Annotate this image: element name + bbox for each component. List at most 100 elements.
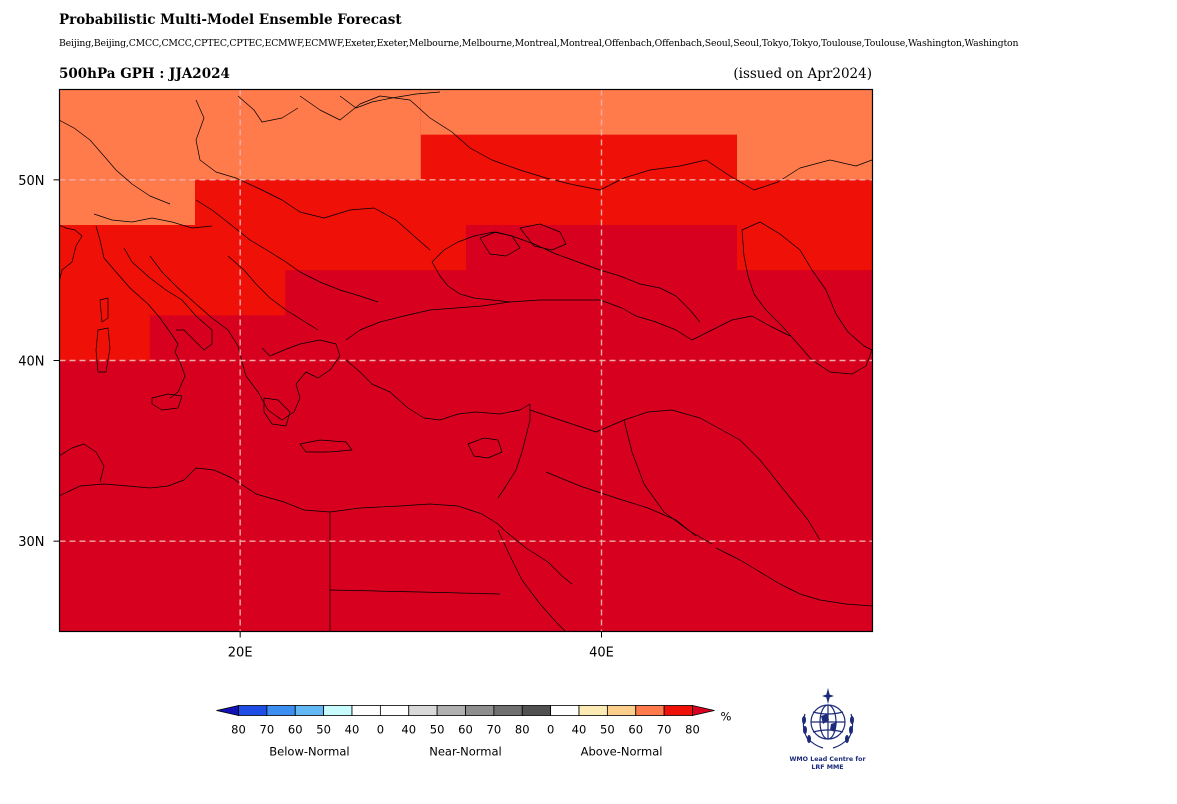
- colorbar-category-2: Above-Normal: [581, 745, 663, 759]
- colorbar-tick-label-9: 70: [487, 723, 502, 737]
- coast-greece: [245, 339, 341, 421]
- colorbar-segment-15: [663, 705, 693, 716]
- coast-caspian: [741, 221, 873, 375]
- colorbar: 80 70 60 50 40 0 40 50 60 70 80 0 40 50 60 70 80% Below-N…: [216, 704, 732, 759]
- tick-label-lat-50: 50N: [18, 174, 44, 189]
- colorbar-tick-label-12: 40: [572, 723, 587, 737]
- border-middle-east-2: [623, 419, 713, 545]
- coast-black-sea: [431, 231, 701, 323]
- colorbar-segment-10: [521, 705, 552, 716]
- contributing-centres: Beijing,Beijing,CMCC,CMCC,CPTEC,CPTEC,EC…: [59, 38, 1019, 49]
- coast-sicily: [151, 393, 183, 411]
- colorbar-segment-5: [379, 705, 410, 716]
- colorbar-segment-4: [351, 705, 381, 716]
- colorbar-tick-label-3: 50: [316, 723, 331, 737]
- border-egypt-sudan: [329, 589, 501, 595]
- probability-cell-9: [195, 89, 421, 180]
- colorbar-segment-6: [408, 705, 438, 716]
- coast-scandinavia: [339, 91, 441, 109]
- colorbar-tick-label-1: 70: [260, 723, 275, 737]
- colorbar-tick-label-11: 0: [547, 723, 554, 737]
- colorbar-tick-label-4: 40: [345, 723, 360, 737]
- border-iran: [739, 439, 821, 541]
- coast-red-sea: [497, 529, 566, 632]
- probability-cell-10: [420, 89, 737, 135]
- colorbar-tick-label-0: 80: [231, 723, 246, 737]
- coast-baltic: [237, 95, 299, 123]
- colorbar-category-1: Near-Normal: [429, 745, 501, 759]
- coast-europe-west: [59, 224, 83, 282]
- coast-tunisia: [59, 443, 105, 483]
- border-ne-europe: [299, 95, 873, 191]
- border-central-europe: [195, 99, 431, 251]
- colorbar-segment-14: [635, 705, 665, 716]
- colorbar-segment-13: [606, 705, 637, 716]
- coast-italy-west: [95, 225, 186, 399]
- axis-ticks: 20E 40E 30N 40N 50N: [18, 174, 614, 661]
- coast-adriatic-east: [149, 255, 247, 377]
- colorbar-segment-0: [238, 705, 268, 716]
- tick-label-lat-30: 30N: [18, 535, 44, 550]
- coast-sinai: [503, 529, 573, 585]
- coast-levant: [497, 404, 531, 499]
- wmo-lead-centre-label: WMO Lead Centre for LRF MME: [780, 756, 875, 772]
- colorbar-segment-12: [578, 705, 608, 716]
- colorbar-tick-label-2: 60: [288, 723, 303, 737]
- colorbar-tick-label-15: 70: [657, 723, 672, 737]
- colorbar-arrow-right: [692, 704, 715, 717]
- coast-peloponnese: [263, 397, 291, 427]
- probability-cell-1: [59, 225, 150, 361]
- coastlines-and-borders: [59, 91, 873, 632]
- coast-corsica: [99, 297, 109, 323]
- border-balkans-2: [227, 255, 319, 331]
- border-west-europe: [59, 119, 171, 205]
- colorbar-tick-label-7: 50: [430, 723, 445, 737]
- coast-cyprus: [467, 437, 503, 459]
- tick-label-lon-20: 20E: [228, 646, 253, 661]
- logo-text-line2: LRF MME: [811, 764, 844, 771]
- probability-cell-8: [59, 89, 195, 225]
- colorbar-tick-label-8: 60: [458, 723, 473, 737]
- wmo-emblem-icon: [802, 688, 854, 749]
- tick-label-lat-40: 40N: [18, 355, 44, 370]
- colorbar-tick-label-13: 50: [600, 723, 615, 737]
- colorbar-unit: %: [721, 710, 732, 724]
- colorbar-segment-1: [266, 705, 296, 716]
- tick-label-lon-40: 40E: [589, 646, 614, 661]
- coast-black-sea-north: [431, 261, 511, 303]
- probability-cell-11: [737, 89, 873, 180]
- colorbar-tick-label-14: 60: [628, 723, 643, 737]
- colorbar-arrow-left: [216, 704, 239, 717]
- border-middle-east-1: [529, 409, 741, 441]
- colorbar-segment-11: [550, 705, 580, 716]
- border-caucasus: [691, 315, 791, 341]
- colorbar-tick-label-10: 80: [515, 723, 530, 737]
- coast-azov: [519, 223, 567, 251]
- colorbar-tick-label-5: 0: [377, 723, 384, 737]
- lat-lon-gridlines: [59, 89, 873, 632]
- logo-text-line1: WMO Lead Centre for: [789, 756, 866, 763]
- border-middle-east-3: [545, 471, 697, 537]
- coast-turkey-north: [345, 299, 693, 341]
- colorbar-segment-2: [294, 705, 325, 716]
- coast-crete: [299, 439, 353, 453]
- coast-gulf: [715, 547, 873, 607]
- colorbar-tick-label-6: 40: [401, 723, 416, 737]
- coast-turkey-south: [345, 359, 531, 421]
- border-balkans: [195, 199, 379, 303]
- field-season-label: 500hPa GPH : JJA2024: [59, 66, 230, 82]
- figure-title: Probabilistic Multi-Model Ensemble Forec…: [59, 12, 402, 28]
- colorbar-segment-9: [493, 705, 523, 716]
- coast-north-africa: [59, 467, 505, 531]
- colorbar-segment-8: [465, 705, 495, 716]
- colorbar-segment-3: [323, 705, 353, 716]
- colorbar-tick-label-16: 80: [685, 723, 700, 737]
- border-alps: [93, 213, 213, 229]
- probability-cell-7: [737, 179, 873, 271]
- coast-sardinia: [95, 327, 111, 373]
- colorbar-category-0: Below-Normal: [269, 745, 349, 759]
- colorbar-segment-7: [436, 705, 466, 716]
- coast-italy-east: [123, 247, 213, 351]
- issue-date: (issued on Apr2024): [733, 66, 872, 82]
